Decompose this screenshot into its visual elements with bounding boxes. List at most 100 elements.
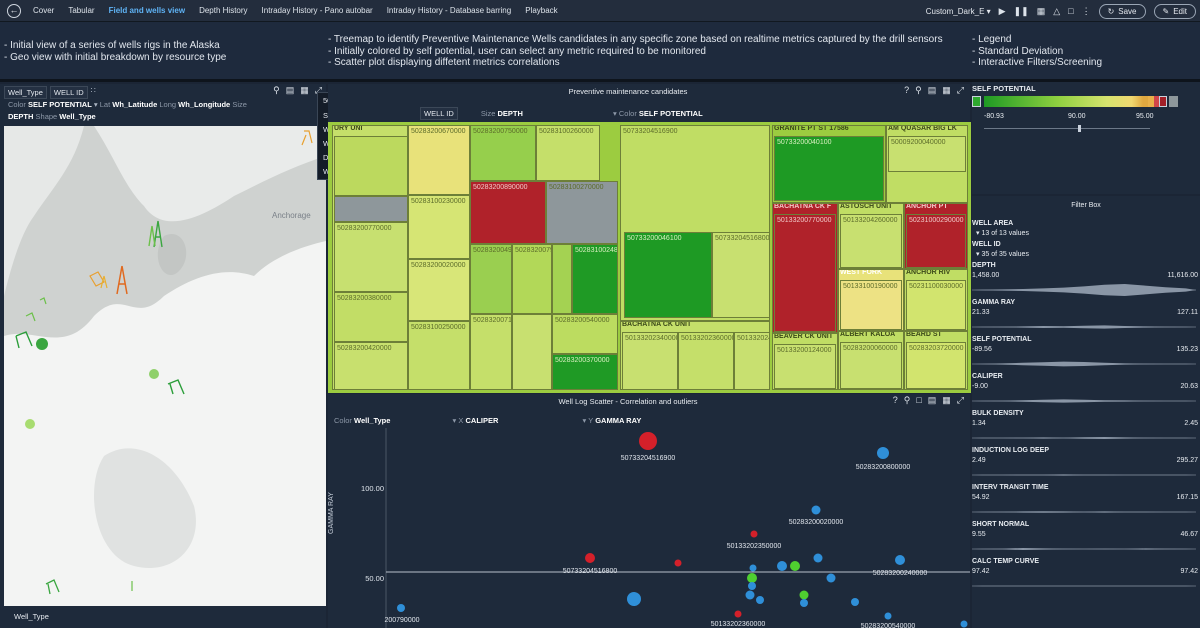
calendar-icon[interactable]: ▦ <box>1036 5 1046 16</box>
scatter-point[interactable] <box>777 561 787 571</box>
legend-swatch-min[interactable] <box>972 96 981 107</box>
scatter-point[interactable] <box>877 447 889 459</box>
oil-well-marker[interactable] <box>148 225 156 247</box>
treemap-cell[interactable]: 50133202360000 <box>678 332 734 390</box>
tab-field-and-wells-view[interactable]: Field and wells view <box>108 6 186 15</box>
scatter-point[interactable] <box>674 559 682 567</box>
lat-value[interactable]: Wh_Latitude <box>112 100 158 109</box>
scatter-point[interactable] <box>851 598 859 606</box>
treemap-cell[interactable]: 50733200040100 <box>774 136 884 201</box>
filter-range-distribution[interactable] <box>972 431 1196 445</box>
search-icon[interactable]: ⚲ <box>903 395 911 405</box>
help-icon[interactable]: ? <box>904 85 910 95</box>
scatter-plot[interactable]: 100.00 50.00 50733204516900 502832008000… <box>328 428 970 628</box>
treemap-cell[interactable]: 50133100190000 <box>840 280 902 330</box>
oil-well-marker[interactable] <box>15 331 33 349</box>
scatter-point[interactable] <box>826 573 836 583</box>
size-value[interactable]: DEPTH <box>497 109 523 118</box>
expand-icon[interactable]: ⤢ <box>956 85 964 95</box>
x-value[interactable]: CALIPER <box>465 416 499 425</box>
treemap-cell[interactable]: 50283100248 <box>572 244 618 314</box>
treemap-cell[interactable]: 50283200420000 <box>334 342 408 390</box>
scatter-point[interactable] <box>585 553 595 563</box>
theme-selector[interactable]: Custom_Dark_E ▾ <box>926 7 991 16</box>
filter-range-distribution[interactable] <box>972 468 1196 482</box>
tab-intraday-history-database[interactable]: Intraday History - Database barring <box>386 6 512 15</box>
color-value[interactable]: SELF POTENTIAL <box>638 109 703 118</box>
treemap-cell[interactable]: 50133200124000 <box>774 344 836 389</box>
treemap-cell[interactable]: 50283200890000 <box>470 181 546 244</box>
scatter-point[interactable] <box>799 590 809 600</box>
treemap-cell[interactable]: 50283200370000 <box>552 354 618 390</box>
export-icon[interactable]: ▤ <box>927 395 937 405</box>
gas-well-marker[interactable] <box>36 338 48 350</box>
filter-range[interactable]: SHORT NORMAL 9.55 46.67 <box>972 521 1200 557</box>
filter-range-distribution[interactable] <box>972 357 1196 371</box>
filter-range-distribution[interactable] <box>972 320 1196 334</box>
treemap-cell[interactable]: 50009200040000 <box>888 136 966 172</box>
treemap-cell[interactable]: 50283203720000 <box>906 342 966 389</box>
filter-range[interactable]: SELF POTENTIAL -89.56 135.23 <box>972 336 1200 372</box>
select-icon[interactable]: □ <box>916 395 922 405</box>
scatter-point[interactable] <box>749 564 757 572</box>
treemap-well-id-tab[interactable]: WELL ID <box>420 107 458 120</box>
scatter-point[interactable] <box>627 592 641 606</box>
scatter-point[interactable] <box>884 612 892 620</box>
treemap-cell[interactable]: 50283200770000 <box>334 222 408 292</box>
menu-icon[interactable]: ⋮ <box>1081 5 1091 16</box>
expand-icon[interactable]: ⤢ <box>314 85 322 95</box>
edit-button[interactable]: ✎ Edit <box>1153 3 1196 19</box>
treemap-cell[interactable]: 50283100260000 <box>536 125 600 181</box>
long-value[interactable]: Wh_Longitude <box>178 100 231 109</box>
legend-swatch-max[interactable] <box>1159 96 1167 107</box>
color-value[interactable]: Well_Type <box>354 416 391 425</box>
treemap-cell[interactable]: 50283100270000 <box>546 181 618 244</box>
oil-well-marker[interactable] <box>116 265 128 295</box>
help-icon[interactable]: ? <box>892 395 898 405</box>
gas-well-marker[interactable] <box>25 419 35 429</box>
treemap-cell[interactable]: 50283200490000 <box>470 244 512 314</box>
scatter-icon[interactable]: ∷ <box>90 86 96 95</box>
oil-well-marker[interactable] <box>39 297 47 305</box>
tab-playback[interactable]: Playback <box>525 6 558 15</box>
filter-well-area-toggle[interactable]: ▾ 13 of 13 values <box>976 229 1029 237</box>
oil-well-marker[interactable] <box>89 271 105 287</box>
treemap-cell[interactable] <box>512 314 552 390</box>
tab-tabular[interactable]: Tabular <box>68 6 95 15</box>
treemap-cell[interactable]: 50133202340000 <box>622 332 678 390</box>
treemap-cell[interactable]: 50733200046100 <box>624 232 712 318</box>
filter-range[interactable]: DEPTH 1,458.00 11,616.00 <box>972 262 1200 298</box>
treemap-cell[interactable]: 50283200020000 <box>408 259 470 321</box>
y-value[interactable]: GAMMA RAY <box>595 416 642 425</box>
map-tab-well-id[interactable]: WELL ID <box>49 86 88 99</box>
treemap-cell[interactable]: 50283200710000 <box>470 314 512 390</box>
filter-range-distribution[interactable] <box>972 283 1196 297</box>
tab-intraday-history-pano[interactable]: Intraday History - Pano autobar <box>261 6 373 15</box>
treemap-cell[interactable]: 50283200670000 <box>408 125 470 195</box>
legend-gradient[interactable] <box>984 96 1148 107</box>
oil-well-marker[interactable] <box>167 379 185 395</box>
filter-range[interactable]: CALC TEMP CURVE 97.42 97.42 <box>972 558 1200 594</box>
scatter-point[interactable] <box>811 505 821 515</box>
oil-well-marker[interactable] <box>100 275 108 289</box>
scatter-point[interactable] <box>639 432 657 450</box>
oil-well-marker[interactable] <box>45 579 60 595</box>
back-icon[interactable]: ← <box>7 3 21 18</box>
tab-depth-history[interactable]: Depth History <box>199 6 248 15</box>
scatter-point[interactable] <box>790 561 800 571</box>
treemap-cell[interactable]: 50283200750000 <box>470 125 536 181</box>
filter-range-distribution[interactable] <box>972 579 1196 593</box>
treemap-cell[interactable]: 50283200540000 <box>552 314 618 354</box>
scatter-point[interactable] <box>745 590 755 600</box>
scatter-point[interactable] <box>960 620 968 628</box>
scatter-point[interactable] <box>756 596 764 604</box>
treemap-cell[interactable]: 50733204516800 <box>712 232 770 318</box>
treemap-cell[interactable]: 50133200770000 <box>774 214 836 332</box>
treemap-cell[interactable]: 50283100230000 <box>408 195 470 259</box>
filter-range[interactable]: INDUCTION LOG DEEP 2.49 295.27 <box>972 447 1200 483</box>
pause-icon[interactable]: ❚❚ <box>1013 5 1029 16</box>
search-icon[interactable]: ⚲ <box>273 85 280 95</box>
filter-range-distribution[interactable] <box>972 542 1196 556</box>
gas-well-marker[interactable] <box>149 369 159 379</box>
map-tab-well-type[interactable]: Well_Type <box>4 86 47 99</box>
